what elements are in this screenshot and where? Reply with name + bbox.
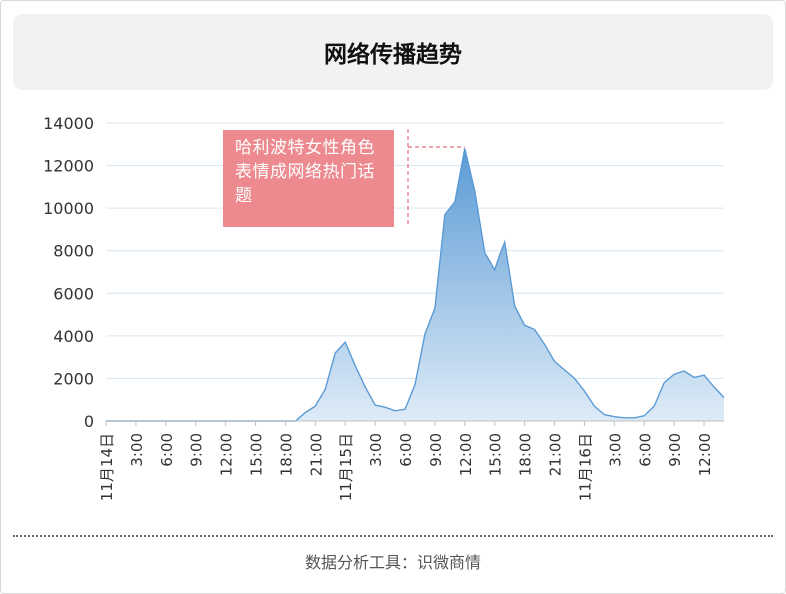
x-tick-label: 6:00 <box>636 433 654 467</box>
footer-divider <box>13 535 773 537</box>
x-tick-label: 3:00 <box>128 433 146 467</box>
x-tick-label: 12:00 <box>696 433 714 476</box>
x-tick-label: 3:00 <box>606 433 624 467</box>
x-tick-label: 11月16日 <box>576 433 594 501</box>
series-line <box>106 148 725 422</box>
x-tick-label: 11月14日 <box>98 433 116 501</box>
y-tick-label: 0 <box>84 412 94 431</box>
x-tick-label: 21:00 <box>547 433 565 476</box>
y-tick-label: 6000 <box>53 284 94 303</box>
series-area <box>106 148 724 421</box>
x-tick-label: 3:00 <box>367 433 385 467</box>
x-tick-label: 6:00 <box>397 433 415 467</box>
annotation-box: 哈利波特女性角色表情成网络热门话题 <box>223 130 394 227</box>
y-tick-label: 10000 <box>43 199 94 218</box>
x-axis-ticks: 11月14日 3:00 6:00 9:00 12:00 15:00 18:00 21:00 11… <box>98 421 714 501</box>
y-tick-label: 4000 <box>53 327 94 346</box>
y-tick-label: 8000 <box>53 242 94 261</box>
trend-chart: 0 2000 4000 6000 8000 10000 12000 14000 11月14日 3… <box>43 114 725 501</box>
x-tick-label: 12:00 <box>457 433 475 476</box>
footer-source: 数据分析工具：识微商情 <box>304 553 481 572</box>
x-tick-label: 18:00 <box>277 433 295 476</box>
x-tick-label: 9:00 <box>188 433 206 467</box>
y-tick-label: 2000 <box>53 369 94 388</box>
title-bar: 网络传播趋势 <box>13 14 773 90</box>
x-tick-label: 9:00 <box>427 433 445 467</box>
x-tick-label: 9:00 <box>666 433 684 467</box>
page-title: 网络传播趋势 <box>324 42 462 68</box>
y-axis-ticks: 0 2000 4000 6000 8000 10000 12000 14000 <box>43 114 94 431</box>
x-tick-label: 15:00 <box>487 433 505 476</box>
grid-lines <box>106 122 724 379</box>
y-tick-label: 12000 <box>43 157 94 176</box>
x-tick-label: 21:00 <box>307 433 325 476</box>
x-tick-label: 18:00 <box>517 433 535 476</box>
annotation-leader <box>407 129 465 227</box>
x-tick-label: 6:00 <box>158 433 176 467</box>
x-tick-label: 15:00 <box>248 433 266 476</box>
x-tick-label: 12:00 <box>218 433 236 476</box>
y-tick-label: 14000 <box>43 114 94 133</box>
x-tick-label: 11月15日 <box>337 433 355 501</box>
